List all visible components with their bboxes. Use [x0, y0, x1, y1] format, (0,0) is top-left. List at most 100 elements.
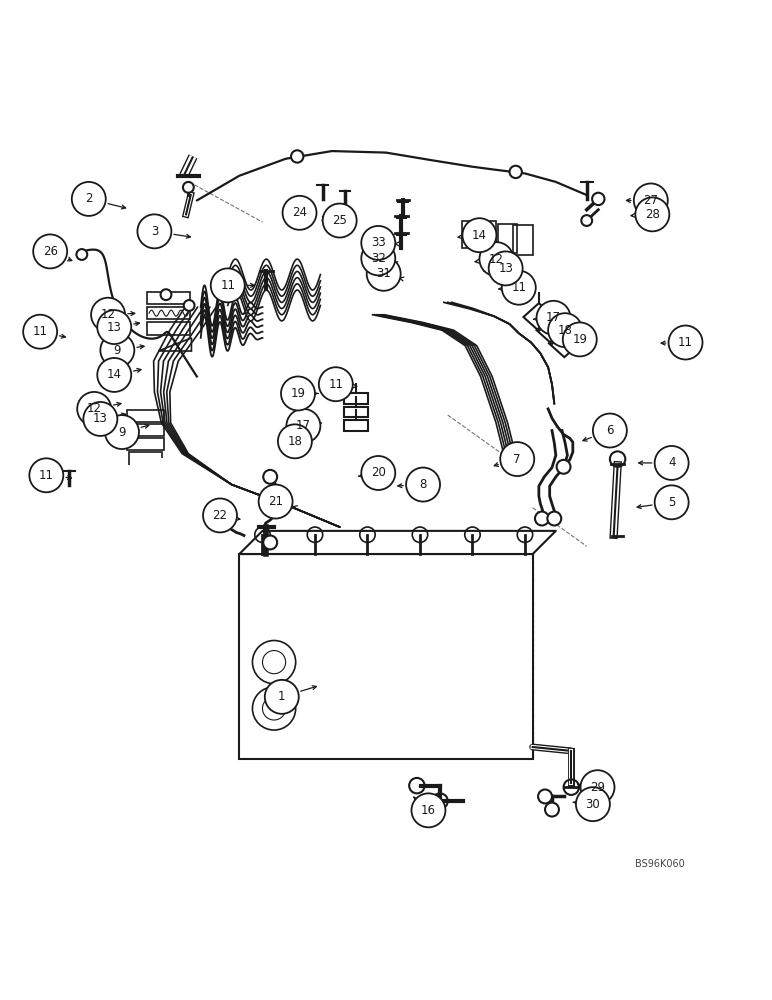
- Bar: [344, 420, 368, 431]
- Text: 18: 18: [557, 324, 573, 337]
- Circle shape: [184, 300, 195, 311]
- Text: 32: 32: [371, 252, 386, 265]
- Circle shape: [203, 498, 237, 532]
- Text: 11: 11: [32, 325, 48, 338]
- Bar: [147, 322, 190, 335]
- Text: 25: 25: [332, 214, 347, 227]
- Text: 12: 12: [86, 402, 102, 415]
- Circle shape: [23, 315, 57, 349]
- Text: 1: 1: [278, 690, 286, 703]
- Circle shape: [557, 460, 571, 474]
- Text: 16: 16: [421, 804, 436, 817]
- Circle shape: [161, 289, 171, 300]
- Circle shape: [669, 326, 703, 359]
- Circle shape: [91, 298, 125, 332]
- Circle shape: [283, 196, 317, 230]
- Text: 11: 11: [39, 469, 54, 482]
- Bar: [498, 224, 517, 253]
- Circle shape: [548, 313, 582, 347]
- Circle shape: [462, 218, 496, 252]
- Text: 13: 13: [93, 412, 108, 425]
- Circle shape: [29, 458, 63, 492]
- Circle shape: [545, 803, 559, 817]
- Circle shape: [286, 409, 320, 443]
- Circle shape: [411, 793, 445, 827]
- Text: 9: 9: [113, 344, 121, 357]
- Circle shape: [537, 301, 571, 335]
- Text: 20: 20: [371, 466, 386, 479]
- Text: 3: 3: [151, 225, 158, 238]
- Circle shape: [97, 310, 131, 344]
- Bar: [477, 221, 496, 248]
- Text: 5: 5: [668, 496, 676, 509]
- Circle shape: [319, 367, 353, 401]
- Circle shape: [76, 249, 87, 260]
- Text: 11: 11: [678, 336, 693, 349]
- Text: 7: 7: [513, 453, 521, 466]
- Circle shape: [72, 182, 106, 216]
- Circle shape: [33, 234, 67, 268]
- Bar: [462, 221, 481, 248]
- Circle shape: [500, 442, 534, 476]
- Bar: [127, 438, 164, 450]
- Text: 30: 30: [585, 798, 601, 811]
- Text: 13: 13: [107, 321, 122, 334]
- Circle shape: [263, 536, 277, 549]
- Text: 6: 6: [606, 424, 614, 437]
- Text: 12: 12: [489, 253, 504, 266]
- Text: 11: 11: [511, 281, 527, 294]
- Circle shape: [263, 470, 277, 484]
- Circle shape: [77, 392, 111, 426]
- Circle shape: [361, 226, 395, 260]
- Text: 24: 24: [292, 206, 307, 219]
- Text: 13: 13: [498, 262, 513, 275]
- Circle shape: [502, 271, 536, 305]
- Text: 18: 18: [287, 435, 303, 448]
- Circle shape: [367, 257, 401, 291]
- Circle shape: [593, 414, 627, 448]
- Circle shape: [183, 182, 194, 193]
- Circle shape: [510, 166, 522, 178]
- Circle shape: [406, 468, 440, 502]
- Text: 21: 21: [268, 495, 283, 508]
- Bar: [147, 292, 190, 304]
- Text: 4: 4: [668, 456, 676, 469]
- Text: 22: 22: [212, 509, 228, 522]
- Circle shape: [278, 424, 312, 458]
- Circle shape: [538, 790, 552, 803]
- Bar: [513, 225, 533, 255]
- Text: BS96K060: BS96K060: [635, 859, 685, 869]
- Circle shape: [592, 193, 604, 205]
- Circle shape: [547, 512, 561, 525]
- Text: 27: 27: [643, 194, 659, 207]
- Text: 11: 11: [220, 279, 235, 292]
- Circle shape: [211, 268, 245, 302]
- Text: 9: 9: [118, 426, 126, 439]
- Circle shape: [634, 183, 668, 217]
- Circle shape: [100, 333, 134, 367]
- Circle shape: [105, 415, 139, 449]
- Text: 14: 14: [107, 368, 122, 381]
- Text: 14: 14: [472, 229, 487, 242]
- Circle shape: [479, 242, 513, 276]
- Circle shape: [576, 787, 610, 821]
- Text: 26: 26: [42, 245, 58, 258]
- Text: 8: 8: [419, 478, 427, 491]
- Text: 19: 19: [290, 387, 306, 400]
- Text: 17: 17: [296, 419, 311, 432]
- Circle shape: [265, 680, 299, 714]
- Circle shape: [97, 358, 131, 392]
- Circle shape: [655, 446, 689, 480]
- Text: 19: 19: [572, 333, 587, 346]
- Bar: [127, 424, 164, 436]
- Bar: [344, 393, 368, 404]
- Circle shape: [361, 456, 395, 490]
- Text: 33: 33: [371, 236, 386, 249]
- Text: 29: 29: [590, 781, 605, 794]
- Circle shape: [83, 402, 117, 436]
- Circle shape: [535, 512, 549, 525]
- Text: 12: 12: [100, 308, 116, 321]
- Bar: [147, 307, 190, 319]
- Circle shape: [581, 215, 592, 226]
- Bar: [127, 410, 164, 422]
